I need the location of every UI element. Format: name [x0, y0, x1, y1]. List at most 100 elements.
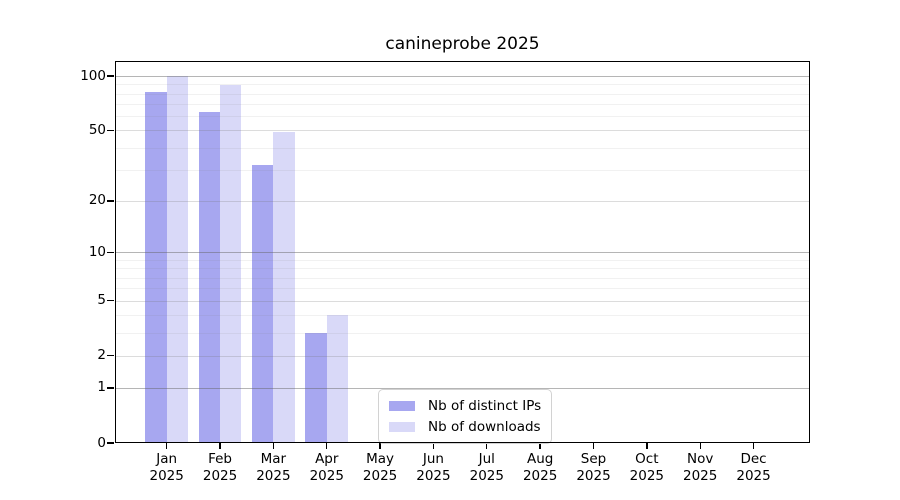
x-tick-apr	[326, 443, 328, 449]
gridline-50	[115, 130, 810, 132]
x-label-month: Jun	[422, 451, 444, 467]
x-tick-may	[379, 443, 381, 449]
x-tick-label-dec: Dec 2025	[722, 451, 786, 484]
gridline-80	[115, 93, 810, 95]
x-label-year: 2025	[522, 467, 558, 484]
y-tick-label-5: 5	[97, 292, 106, 309]
gridline-8	[115, 268, 810, 270]
x-tick-label-aug: Aug 2025	[508, 451, 572, 484]
y-tick-label-2: 2	[97, 347, 106, 364]
x-label-month: Dec	[740, 451, 767, 467]
y-tick-2	[107, 354, 114, 357]
x-label-month: Oct	[635, 451, 659, 467]
x-tick-mar	[272, 443, 275, 449]
gridline-70	[115, 104, 810, 106]
gridline-1	[115, 387, 810, 389]
gridline-90	[115, 84, 810, 86]
bar-distinct-ips-jan	[145, 91, 167, 443]
gridline-20	[115, 200, 810, 202]
legend-swatch-downloads	[389, 422, 415, 432]
legend-label-downloads: Nb of downloads	[428, 419, 541, 435]
x-tick-label-may: May 2025	[348, 451, 412, 484]
x-label-month: May	[366, 451, 395, 467]
legend-item-downloads: Nb of downloads	[389, 418, 541, 436]
x-label-month: Nov	[687, 451, 714, 467]
y-tick-label-100: 100	[80, 67, 106, 84]
gridline-10	[115, 252, 810, 254]
x-tick-jan	[166, 443, 168, 449]
x-label-month: Mar	[260, 451, 287, 467]
y-tick-label-1: 1	[97, 379, 106, 396]
x-label-year: 2025	[683, 467, 718, 484]
x-label-month: Jan	[156, 451, 178, 467]
legend: Nb of distinct IPs Nb of downloads	[378, 389, 553, 444]
x-tick-jun	[432, 443, 435, 449]
bar-distinct-ips-mar	[252, 164, 274, 443]
y-tick-label-20: 20	[88, 192, 106, 209]
x-tick-label-sep: Sep 2025	[562, 451, 626, 484]
x-tick-label-jul: Jul 2025	[455, 451, 519, 484]
bar-downloads-apr	[326, 315, 349, 443]
x-tick-label-jan: Jan 2025	[135, 451, 199, 484]
gridline-5	[115, 300, 810, 302]
y-tick-100	[107, 75, 114, 77]
x-label-year: 2025	[256, 467, 291, 484]
x-label-year: 2025	[576, 467, 611, 484]
x-label-month: Aug	[526, 451, 554, 467]
y-tick-0	[107, 442, 114, 444]
gridline-6	[115, 288, 810, 290]
x-tick-aug	[539, 443, 541, 449]
x-label-year: 2025	[309, 467, 344, 484]
legend-label-distinct-ips: Nb of distinct IPs	[428, 398, 542, 414]
y-tick-label-50: 50	[88, 121, 106, 138]
x-label-year: 2025	[416, 467, 451, 484]
x-tick-oct	[646, 443, 648, 449]
x-tick-feb	[219, 443, 221, 449]
x-tick-label-apr: Apr 2025	[295, 451, 359, 484]
y-tick-20	[107, 200, 114, 202]
x-label-month: Apr	[315, 451, 339, 467]
x-tick-jul	[486, 443, 488, 449]
gridline-100	[115, 76, 810, 78]
gridline-60	[115, 116, 810, 118]
x-tick-nov	[699, 443, 701, 449]
y-tick-1	[107, 387, 114, 389]
bar-downloads-mar	[273, 131, 295, 443]
plot-area: Nb of distinct IPs Nb of downloads	[115, 61, 810, 444]
y-tick-50	[107, 129, 114, 132]
gridline-4	[115, 315, 810, 317]
bar-downloads-jan	[166, 76, 188, 443]
x-label-year: 2025	[736, 467, 771, 484]
x-label-month: Feb	[208, 451, 232, 467]
x-label-month: Sep	[580, 451, 607, 467]
y-tick-label-0: 0	[97, 434, 106, 451]
y-tick-10	[107, 251, 114, 254]
x-tick-label-feb: Feb 2025	[188, 451, 252, 484]
gridline-30	[115, 169, 810, 171]
x-tick-label-oct: Oct 2025	[615, 451, 679, 484]
x-tick-label-mar: Mar 2025	[241, 451, 305, 484]
gridline-40	[115, 147, 810, 149]
gridline-3	[115, 332, 810, 334]
gridline-2	[115, 355, 810, 357]
x-tick-sep	[592, 443, 595, 449]
x-label-year: 2025	[469, 467, 504, 484]
x-tick-dec	[752, 443, 755, 449]
gridline-7	[115, 277, 810, 279]
chart-title: canineprobe 2025	[385, 34, 540, 54]
bar-distinct-ips-feb	[198, 112, 221, 443]
bar-downloads-feb	[220, 85, 242, 443]
x-tick-label-nov: Nov 2025	[668, 451, 732, 484]
x-label-year: 2025	[202, 467, 238, 484]
x-label-month: Jul	[478, 451, 495, 467]
x-label-year: 2025	[362, 467, 398, 484]
x-tick-label-jun: Jun 2025	[401, 451, 465, 484]
x-label-year: 2025	[629, 467, 665, 484]
legend-item-distinct-ips: Nb of distinct IPs	[389, 397, 541, 415]
legend-swatch-distinct-ips	[389, 401, 415, 411]
y-tick-5	[107, 299, 114, 302]
y-tick-label-10: 10	[88, 243, 106, 260]
x-label-year: 2025	[149, 467, 184, 484]
bar-distinct-ips-apr	[305, 332, 327, 443]
